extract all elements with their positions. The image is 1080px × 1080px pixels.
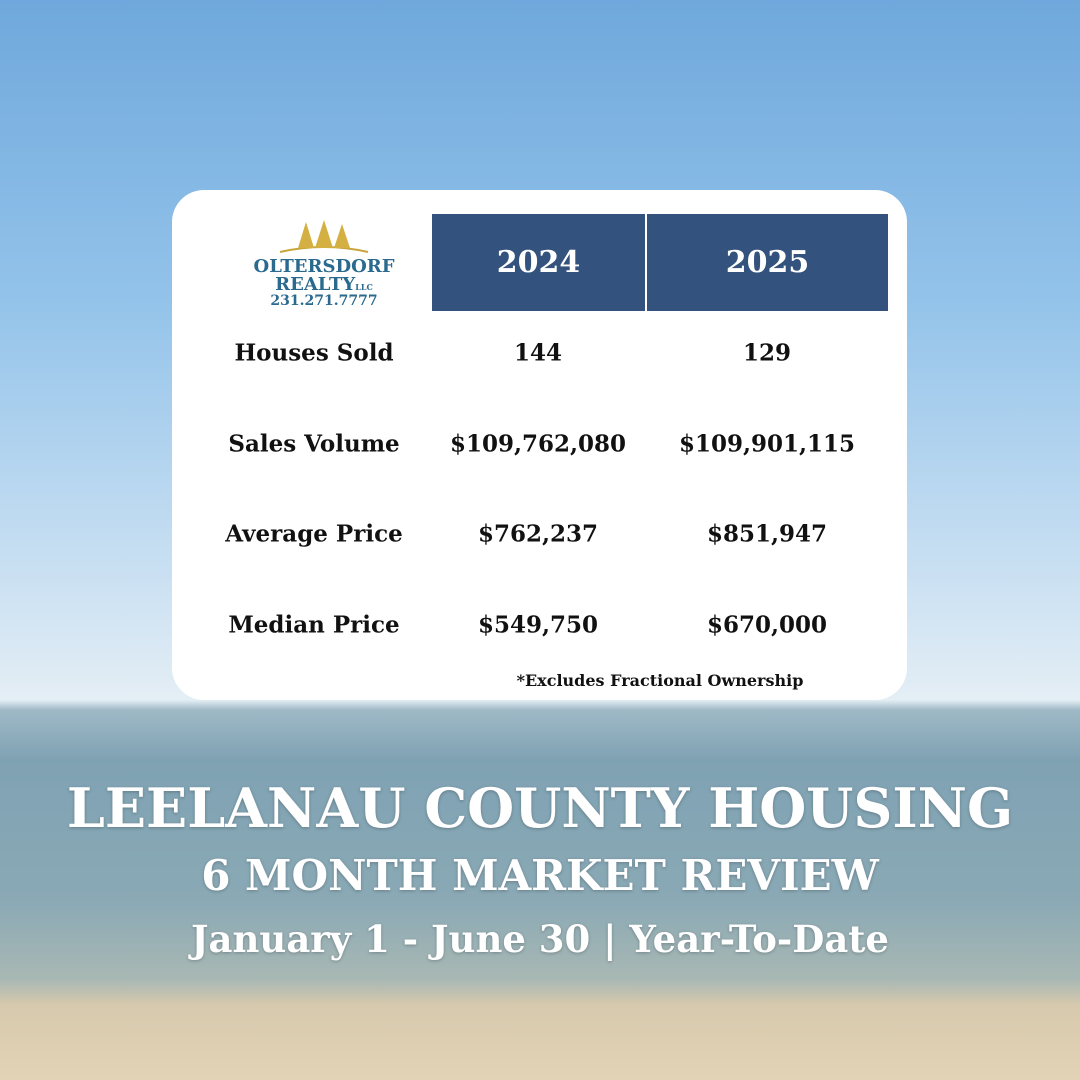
footnote: *Excludes Fractional Ownership xyxy=(516,671,804,690)
title: LEELANAU COUNTY HOUSING xyxy=(66,776,1014,840)
row-label: Houses Sold xyxy=(234,339,394,367)
logo-phone: 231.271.7777 xyxy=(270,293,378,309)
table-cell: $851,947 xyxy=(706,520,828,548)
table-cell: 129 xyxy=(742,339,791,367)
logo-name: OLTERSDORF xyxy=(253,256,395,277)
header-cell: 2024 xyxy=(432,214,645,311)
logo-name2: REALTY xyxy=(275,274,356,295)
table-cell: $549,750 xyxy=(477,611,599,639)
logo-realty: REALTYLLC xyxy=(242,276,406,296)
table-cell: $762,237 xyxy=(477,520,599,548)
date-range: January 1 - June 30 | Year-To-Date xyxy=(191,917,889,961)
logo-trees xyxy=(279,220,369,253)
row-label: Sales Volume xyxy=(228,430,400,458)
header-cell: 2025 xyxy=(647,214,888,311)
table-cell: $670,000 xyxy=(706,611,828,639)
subtitle: 6 MONTH MARKET REVIEW xyxy=(201,851,879,900)
table-cell: 144 xyxy=(513,339,562,367)
row-label: Average Price xyxy=(225,520,403,548)
row-label: Median Price xyxy=(228,611,400,639)
table-cell: $109,762,080 xyxy=(449,430,627,458)
table-cell: $109,901,115 xyxy=(678,430,856,458)
logo-suffix: LLC xyxy=(355,282,373,292)
